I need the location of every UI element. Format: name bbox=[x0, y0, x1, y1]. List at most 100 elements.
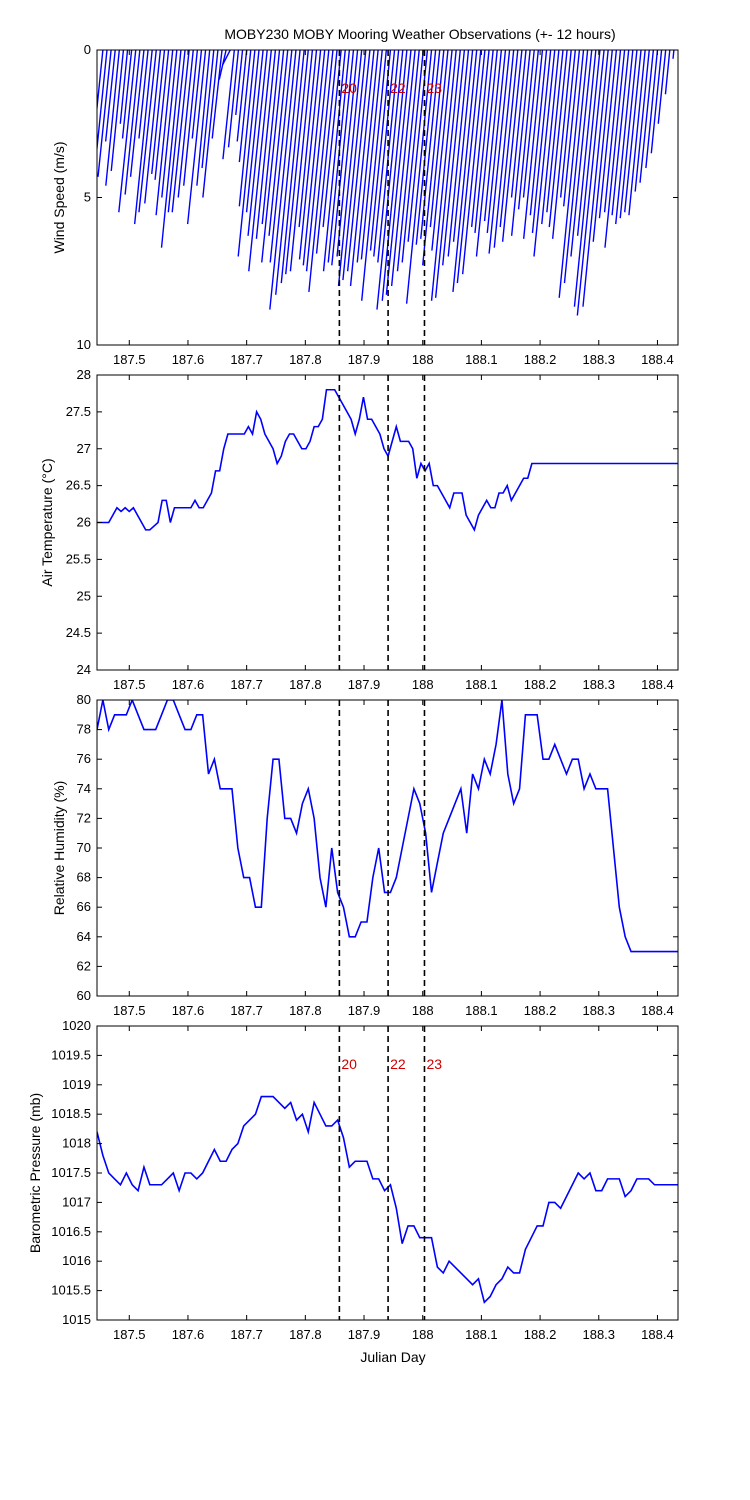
wind-vector bbox=[346, 50, 371, 272]
wind-vector bbox=[650, 50, 663, 154]
x-tick-label: 187.5 bbox=[113, 1003, 146, 1018]
wind-vector bbox=[499, 50, 519, 228]
wind-vector bbox=[202, 50, 219, 198]
wind-vector bbox=[124, 50, 141, 195]
wind-vector bbox=[356, 50, 379, 263]
wind-vector bbox=[551, 50, 572, 239]
x-tick-label: 187.8 bbox=[289, 1327, 322, 1342]
wind-vector bbox=[369, 50, 392, 251]
wind-vector bbox=[562, 50, 581, 207]
wind-vector bbox=[475, 50, 498, 257]
x-tick-label: 187.6 bbox=[172, 677, 205, 692]
y-tick-label: 26 bbox=[77, 515, 91, 530]
wind-vector bbox=[619, 50, 638, 219]
wind-vector bbox=[474, 50, 494, 233]
x-tick-label: 187.6 bbox=[172, 1003, 205, 1018]
wind-vector bbox=[442, 50, 466, 266]
y-tick-label: 1018.5 bbox=[51, 1106, 91, 1121]
x-tick-label: 188.4 bbox=[641, 1327, 674, 1342]
y-tick-label: 27 bbox=[77, 441, 91, 456]
y-tick-label: 60 bbox=[77, 988, 91, 1003]
wind-vector bbox=[576, 50, 597, 236]
wind-vector bbox=[501, 50, 523, 242]
panel-wind: 20 22 23 187.5 187.6 187.7 187.8 187.9 188 188.1 1… bbox=[51, 42, 679, 367]
wind-vector bbox=[196, 50, 211, 186]
y-axis-label: Wind Speed (m/s) bbox=[51, 141, 67, 253]
wind-vector bbox=[151, 50, 166, 174]
wind-vector bbox=[186, 50, 207, 225]
wind-vector bbox=[322, 50, 342, 228]
x-tick-label: 188.4 bbox=[641, 677, 674, 692]
wind-vector bbox=[533, 50, 556, 257]
x-axis-label: Julian Day bbox=[360, 1349, 425, 1365]
x-tick-label: 188.1 bbox=[465, 1327, 498, 1342]
series-line bbox=[97, 388, 678, 532]
wind-vector bbox=[342, 50, 367, 281]
wind-vector bbox=[546, 50, 564, 213]
wind-vector bbox=[133, 50, 153, 225]
wind-vector bbox=[570, 50, 593, 257]
wind-vector bbox=[405, 50, 433, 304]
wind-vector bbox=[447, 50, 470, 257]
x-tick-label: 187.6 bbox=[172, 352, 205, 367]
wind-vector bbox=[373, 50, 396, 257]
wind-vector bbox=[420, 50, 441, 239]
wind-vector bbox=[634, 50, 650, 192]
wind-vector bbox=[269, 50, 297, 310]
x-tick-label: 188.2 bbox=[524, 677, 557, 692]
wind-vector bbox=[488, 50, 511, 254]
wind-vector bbox=[415, 50, 437, 245]
wind-vector bbox=[390, 50, 416, 287]
wind-vector bbox=[672, 50, 675, 59]
wind-vector bbox=[275, 50, 301, 295]
y-tick-label: 1015 bbox=[62, 1312, 91, 1327]
wind-vector bbox=[171, 50, 190, 213]
wind-vector bbox=[385, 50, 412, 295]
wind-vector bbox=[298, 50, 322, 260]
x-tick-label: 188.4 bbox=[641, 1003, 674, 1018]
x-tick-label: 188.2 bbox=[524, 352, 557, 367]
wind-vector bbox=[255, 50, 277, 239]
wind-vector bbox=[429, 50, 449, 228]
x-tick-label: 188.4 bbox=[641, 352, 674, 367]
wind-vector bbox=[138, 50, 157, 213]
x-tick-label: 187.6 bbox=[172, 1327, 205, 1342]
wind-vector bbox=[104, 50, 116, 142]
x-tick-label: 188 bbox=[412, 1003, 434, 1018]
event-label: 22 bbox=[390, 80, 406, 96]
y-tick-label: 24.5 bbox=[66, 625, 91, 640]
wind-vector bbox=[628, 50, 646, 216]
x-tick-label: 188.1 bbox=[465, 1003, 498, 1018]
wind-vector bbox=[531, 50, 552, 233]
wind-vector bbox=[160, 50, 182, 248]
wind-vector bbox=[285, 50, 309, 275]
y-tick-label: 26.5 bbox=[66, 478, 91, 493]
data-group bbox=[97, 50, 675, 316]
wind-vector bbox=[611, 50, 630, 216]
wind-vector bbox=[129, 50, 145, 177]
wind-vector bbox=[510, 50, 531, 236]
wind-vector bbox=[563, 50, 589, 284]
wind-vector bbox=[97, 50, 108, 155]
y-tick-label: 10 bbox=[77, 337, 91, 352]
y-tick-label: 25.5 bbox=[66, 551, 91, 566]
y-tick-label: 70 bbox=[77, 840, 91, 855]
y-tick-label: 1020 bbox=[62, 1018, 91, 1033]
wind-vector bbox=[573, 50, 601, 307]
y-axis-label: Barometric Pressure (mb) bbox=[27, 1093, 43, 1253]
x-tick-label: 187.9 bbox=[348, 352, 381, 367]
y-tick-label: 1018 bbox=[62, 1136, 91, 1151]
wind-vector bbox=[222, 50, 231, 66]
wind-vector bbox=[110, 50, 125, 172]
wind-vector bbox=[322, 50, 346, 272]
wind-vector bbox=[238, 50, 252, 163]
wind-vector bbox=[456, 50, 482, 284]
y-tick-label: 78 bbox=[77, 722, 91, 737]
wind-vector bbox=[461, 50, 486, 275]
wind-vector bbox=[548, 50, 568, 228]
y-tick-label: 1019 bbox=[62, 1077, 91, 1092]
y-tick-label: 28 bbox=[77, 367, 91, 382]
x-tick-label: 187.8 bbox=[289, 352, 322, 367]
wind-vector bbox=[603, 50, 622, 213]
